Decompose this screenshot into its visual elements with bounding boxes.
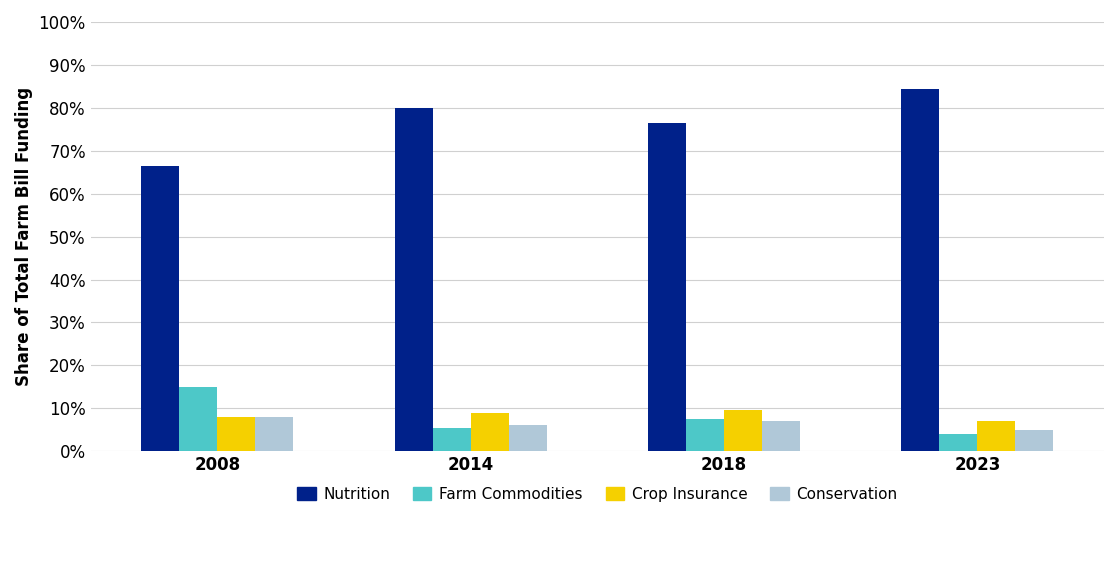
Bar — [762, 421, 800, 451]
Bar — [141, 166, 179, 451]
Legend: Nutrition, Farm Commodities, Crop Insurance, Conservation: Nutrition, Farm Commodities, Crop Insura… — [291, 481, 903, 508]
Bar — [724, 410, 762, 451]
Bar — [471, 413, 509, 451]
Bar — [939, 434, 977, 451]
Bar — [509, 425, 547, 451]
Bar — [648, 123, 686, 451]
Bar — [395, 108, 433, 451]
Bar — [977, 421, 1015, 451]
Bar — [433, 428, 471, 451]
Y-axis label: Share of Total Farm Bill Funding: Share of Total Farm Bill Funding — [15, 87, 32, 386]
Bar — [255, 417, 293, 451]
Bar — [901, 88, 939, 451]
Bar — [686, 419, 724, 451]
Bar — [1015, 430, 1053, 451]
Bar — [217, 417, 255, 451]
Bar — [179, 387, 217, 451]
